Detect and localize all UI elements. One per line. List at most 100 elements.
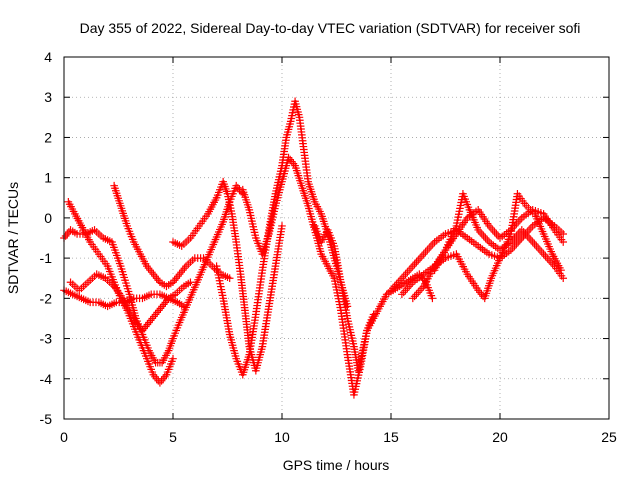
data-point [355, 361, 364, 369]
data-point [267, 221, 275, 230]
data-point [354, 374, 362, 382]
y-tick-labels: -5 -4 -3 -2 -1 0 1 2 3 4 [40, 49, 53, 427]
data-point [246, 208, 254, 217]
data-point [267, 218, 276, 227]
data-point [121, 276, 129, 285]
data-point [361, 332, 370, 341]
x-tick-label: 15 [383, 429, 399, 445]
data-point [186, 278, 195, 287]
data-point [346, 325, 354, 334]
data-point [248, 217, 256, 225]
data-point [358, 349, 366, 358]
data-point [286, 117, 295, 126]
data-point [169, 354, 177, 363]
data-point [265, 227, 274, 235]
data-point [271, 189, 280, 198]
data-point [268, 216, 276, 224]
data-point [355, 364, 363, 372]
series-track-d [66, 270, 195, 335]
data-point [266, 224, 275, 233]
series-track-j [387, 214, 568, 295]
data-point [347, 331, 356, 340]
data-point [245, 206, 254, 214]
data-point [346, 328, 355, 337]
data-point [118, 267, 127, 276]
data-point [344, 320, 353, 328]
tick-marks [63, 56, 610, 420]
data-point [249, 222, 258, 231]
data-point [120, 273, 128, 282]
data-point [348, 337, 357, 345]
data-point [265, 230, 273, 238]
data-point [269, 213, 277, 221]
data-point [351, 385, 360, 394]
y-tick-label: -1 [40, 250, 53, 266]
x-tick-label: 25 [601, 429, 617, 445]
data-point [123, 284, 132, 293]
data-point [223, 189, 232, 198]
series-track-c [60, 286, 188, 311]
data-point [251, 231, 259, 239]
data-point [357, 352, 366, 361]
y-tick-label: 4 [44, 49, 52, 65]
data-point [360, 338, 369, 346]
data-point [116, 262, 125, 270]
data-point [224, 192, 232, 201]
data-point [270, 207, 278, 216]
y-tick-label: 0 [44, 210, 52, 226]
data-point [348, 334, 356, 342]
data-point [359, 343, 368, 352]
data-point [224, 195, 233, 204]
x-axis-title: GPS time / hours [283, 457, 390, 473]
x-tick-label: 10 [274, 429, 290, 445]
data-point [349, 339, 358, 348]
data-points [60, 97, 568, 399]
data-point [272, 187, 280, 195]
y-tick-label: -5 [40, 411, 53, 427]
data-point [227, 207, 236, 215]
x-tick-label: 20 [492, 429, 508, 445]
data-point [358, 346, 367, 355]
data-point [225, 198, 234, 207]
data-point [559, 274, 568, 283]
data-point [287, 114, 296, 123]
data-point [117, 265, 126, 273]
data-point [250, 228, 259, 237]
data-point [344, 317, 352, 326]
data-point [345, 323, 354, 331]
data-point [226, 204, 235, 212]
data-point [362, 329, 371, 338]
data-point [288, 111, 296, 120]
x-tick-label: 0 [60, 429, 68, 445]
data-point [122, 279, 130, 287]
data-point [343, 314, 352, 323]
data-point [247, 214, 256, 223]
x-tick-label: 5 [169, 429, 177, 445]
data-point [119, 270, 128, 279]
data-point [248, 220, 257, 228]
data-point [180, 302, 188, 311]
series-track-e [110, 181, 234, 291]
series-track-f [169, 177, 286, 375]
data-point [559, 238, 568, 246]
data-point [428, 294, 437, 303]
y-tick-label: -2 [40, 290, 53, 306]
x-tick-labels: 0 5 10 15 20 25 [60, 429, 617, 445]
data-point [226, 201, 234, 210]
data-point [356, 355, 365, 364]
data-point [559, 230, 568, 238]
y-tick-label: 2 [44, 129, 52, 145]
y-tick-label: 3 [44, 89, 52, 105]
data-point [352, 379, 361, 388]
data-point [350, 391, 358, 399]
y-axis-title: SDTVAR / TECUs [5, 182, 21, 294]
data-point [269, 210, 278, 219]
data-point [124, 287, 133, 296]
y-tick-label: -4 [40, 371, 53, 387]
data-point [352, 382, 360, 391]
data-point [225, 274, 234, 283]
data-point [557, 266, 565, 274]
data-point [122, 282, 131, 290]
data-point [360, 341, 368, 349]
